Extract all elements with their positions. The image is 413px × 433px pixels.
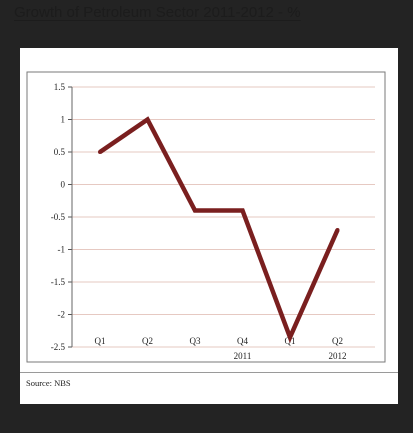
series-line [98, 116, 340, 344]
data-point [98, 150, 102, 154]
x-tick-label: Q2 [142, 336, 153, 346]
source-divider [20, 372, 398, 373]
y-tick-label: 1.5 [54, 82, 66, 92]
y-tick-label: -1.5 [51, 277, 66, 287]
x-tick-label: Q3 [190, 336, 201, 346]
plot-frame [26, 71, 386, 363]
y-tick-label: -2 [58, 310, 66, 320]
data-point [288, 335, 292, 340]
x-year-label: 2011 [234, 351, 252, 361]
y-tick-label: -2.5 [51, 342, 66, 352]
chart-card [20, 48, 398, 404]
chart-title: Growth of Petroleum Sector 2011-2012 - % [14, 4, 301, 21]
source-note: Source: NBS [26, 378, 71, 388]
data-points [98, 117, 340, 340]
x-tick-label: Q4 [237, 336, 248, 346]
grid-lines [72, 86, 375, 348]
y-tick-label: -1 [58, 245, 66, 255]
y-tick-label: 0 [61, 180, 66, 190]
x-tick-label: Q2 [332, 336, 343, 346]
x-year-label: 2012 [329, 351, 347, 361]
y-tick-label: -0.5 [51, 212, 66, 222]
data-point [240, 208, 245, 213]
data-point [335, 228, 340, 232]
data-point [145, 117, 150, 122]
data-point [193, 208, 197, 213]
x-tick-label: Q1 [95, 336, 106, 346]
y-axis-ticks: 1.5 1 0.5 0 -0.5 -1 -1.5 -2 -2.5 [51, 82, 73, 352]
y-tick-label: 0.5 [54, 147, 66, 157]
y-tick-label: 1 [61, 115, 66, 125]
